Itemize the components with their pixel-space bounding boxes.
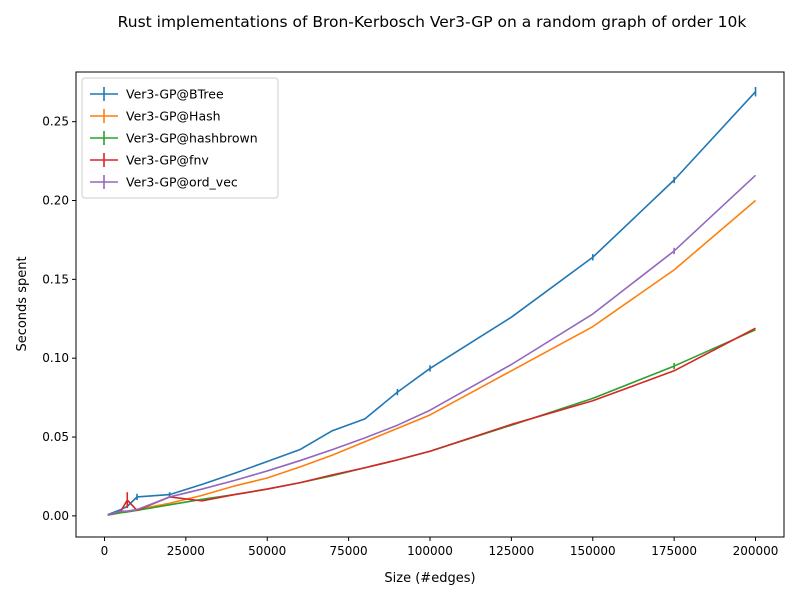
legend-label: Ver3-GP@ord_vec (126, 175, 238, 190)
series-3 (107, 327, 756, 516)
legend-item: Ver3-GP@Hash (90, 109, 221, 124)
y-tick-label: 0.00 (42, 509, 69, 523)
y-tick-label: 0.05 (42, 430, 69, 444)
legend-item: Ver3-GP@fnv (90, 153, 209, 168)
plot-area (107, 86, 757, 516)
legend-label: Ver3-GP@BTree (126, 87, 224, 102)
legend-item: Ver3-GP@hashbrown (90, 131, 258, 146)
x-tick-label: 150000 (570, 544, 616, 558)
y-tick-label: 0.10 (42, 351, 69, 365)
x-tick-label: 200000 (733, 544, 779, 558)
x-tick-label: 100000 (407, 544, 453, 558)
y-tick-label: 0.25 (42, 115, 69, 129)
y-tick-label: 0.20 (42, 194, 69, 208)
legend-box (81, 77, 279, 199)
legend: Ver3-GP@BTree Ver3-GP@Hash Ver3-GP@hashbro… (81, 77, 279, 199)
legend-item: Ver3-GP@ord_vec (90, 175, 238, 190)
x-tick-label: 0 (101, 544, 109, 558)
series-line (107, 327, 756, 516)
x-tick-label: 125000 (488, 544, 534, 558)
x-tick-label: 25000 (167, 544, 205, 558)
legend-label: Ver3-GP@Hash (126, 109, 221, 124)
series-1 (107, 199, 757, 516)
series-4 (107, 174, 757, 516)
series-line (107, 199, 757, 516)
legend-label: Ver3-GP@fnv (126, 153, 209, 168)
y-axis-label: Seconds spent (15, 256, 30, 351)
x-tick-label: 75000 (330, 544, 368, 558)
x-tick-label: 50000 (248, 544, 286, 558)
legend-label: Ver3-GP@hashbrown (126, 131, 258, 146)
x-axis: 0 25000 50000 75000 100000 125000 150000 175000… (101, 537, 779, 558)
series-line (107, 329, 756, 516)
series-line (107, 174, 757, 516)
x-tick-label: 175000 (651, 544, 697, 558)
x-axis-label: Size (#edges) (384, 571, 475, 586)
chart-title: Rust implementations of Bron-Kerbosch Ve… (118, 13, 747, 31)
series-2 (107, 329, 756, 516)
y-axis: 0.00 0.05 0.10 0.15 0.20 0.25 (42, 115, 76, 523)
legend-item: Ver3-GP@BTree (90, 87, 224, 102)
y-tick-label: 0.15 (42, 272, 69, 286)
series-line (107, 91, 757, 516)
